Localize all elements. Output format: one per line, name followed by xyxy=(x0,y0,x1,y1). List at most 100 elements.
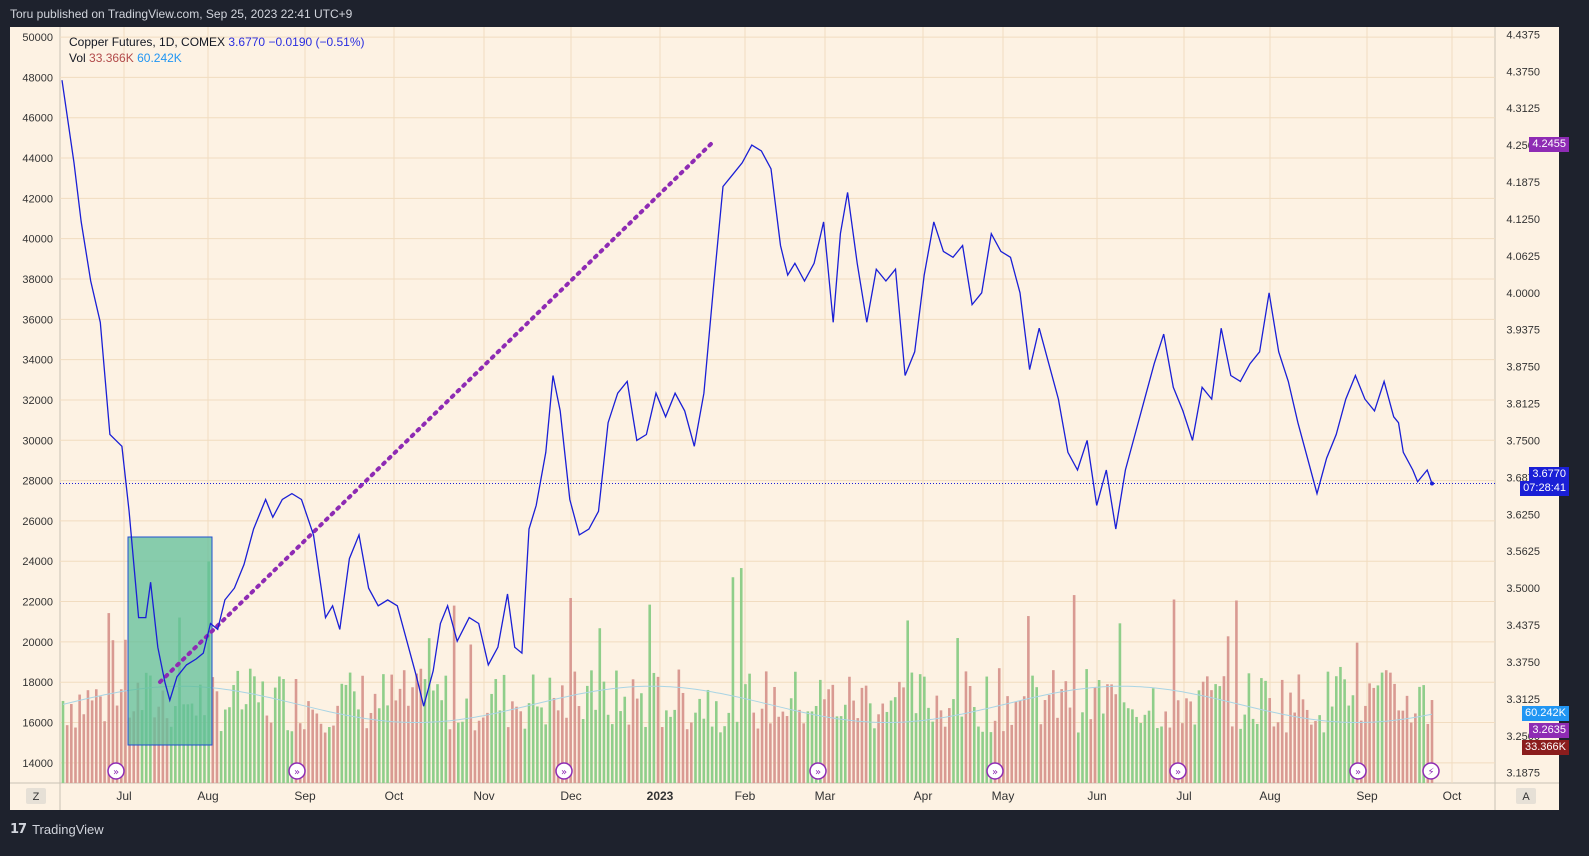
volume-bar xyxy=(898,681,901,783)
volume-ma-line xyxy=(62,685,1433,723)
volume-bar xyxy=(1206,676,1209,783)
volume-bar xyxy=(660,727,664,783)
countdown-tag: 07:28:41 xyxy=(1520,481,1569,496)
price-axis-tick: 4.3125 xyxy=(1506,103,1540,115)
volume-bar xyxy=(411,687,414,783)
volume-bar xyxy=(910,672,914,783)
dividend-event-icon[interactable]: » xyxy=(288,762,306,780)
volume-bar xyxy=(515,706,518,783)
volume-axis-tick: 26000 xyxy=(22,516,53,528)
volume-bar xyxy=(623,696,627,783)
volume-bar xyxy=(1405,695,1409,783)
dividend-event-icon[interactable]: » xyxy=(986,762,1004,780)
legend-volume-row: Vol 33.366K 60.242K xyxy=(69,50,365,66)
volume-bar xyxy=(1364,705,1367,783)
price-axis-tick: 3.8125 xyxy=(1506,399,1540,411)
volume-bar xyxy=(244,704,248,783)
earnings-flash-icon[interactable]: ⚡ xyxy=(1422,762,1440,780)
event-glyph: » xyxy=(294,767,300,778)
volume-bar xyxy=(985,676,989,783)
volume-bar xyxy=(1089,719,1093,783)
volume-bar xyxy=(273,687,277,783)
volume-bar xyxy=(669,716,672,783)
price-axis-tick: 3.5625 xyxy=(1506,546,1540,558)
dividend-event-icon[interactable]: » xyxy=(1169,762,1187,780)
volume-bar xyxy=(914,713,918,783)
event-glyph: » xyxy=(992,767,998,778)
volume-bar xyxy=(794,671,797,783)
volume-bar xyxy=(369,712,373,783)
volume-bar xyxy=(710,726,714,783)
volume-bar xyxy=(739,568,743,783)
volume-axis-tick: 18000 xyxy=(22,677,53,689)
time-axis-tick: May xyxy=(992,789,1015,803)
dividend-event-icon[interactable]: » xyxy=(1349,762,1367,780)
volume-bar xyxy=(727,712,731,783)
volume-bar xyxy=(773,686,776,783)
volume-bar xyxy=(427,638,431,783)
volume-bar xyxy=(1272,726,1276,783)
dividend-event-icon[interactable]: » xyxy=(555,762,573,780)
price-axis-tick: 4.0000 xyxy=(1506,288,1540,300)
time-axis-tick: Mar xyxy=(815,789,836,803)
highlight-box xyxy=(127,536,213,746)
volume-bar xyxy=(1093,687,1097,783)
volume-bar xyxy=(215,691,219,783)
volume-bar xyxy=(1384,670,1388,783)
dividend-event-icon[interactable]: » xyxy=(107,762,125,780)
volume-bar xyxy=(169,726,173,783)
volume-bar xyxy=(1310,724,1313,783)
event-glyph: » xyxy=(815,767,821,778)
auto-scale-button[interactable]: A xyxy=(1522,791,1530,803)
volume-bar xyxy=(232,685,235,783)
time-axis-tick: Jun xyxy=(1087,789,1106,803)
volume-bar xyxy=(336,705,339,783)
volume-bar xyxy=(490,693,493,783)
volume-axis-tick: 48000 xyxy=(22,72,53,84)
volume-bar xyxy=(752,712,756,783)
volume-bar xyxy=(61,700,65,783)
volume-bar xyxy=(498,710,502,783)
volume-bar xyxy=(864,685,868,783)
volume-bar xyxy=(881,703,885,783)
volume-bar xyxy=(398,688,402,783)
volume-bar xyxy=(240,709,244,783)
time-axis-tick: Oct xyxy=(385,789,404,803)
time-axis-tick: Sep xyxy=(1356,789,1378,803)
volume-bar xyxy=(1056,717,1059,783)
volume-bar xyxy=(1131,709,1134,783)
volume-bar xyxy=(1114,694,1118,783)
tradingview-brand[interactable]: 17 TradingView xyxy=(10,822,104,837)
volume-bar xyxy=(1393,683,1396,783)
volume-bar xyxy=(444,675,448,783)
volume-bar xyxy=(269,722,273,783)
volume-bar xyxy=(531,674,535,783)
volume-bar xyxy=(972,707,976,783)
volume-bar xyxy=(1414,713,1417,783)
volume-bar xyxy=(1334,676,1338,783)
volume-bar xyxy=(1322,732,1326,783)
price-axis-tick: 4.4375 xyxy=(1506,29,1540,41)
volume-bar xyxy=(1218,686,1222,783)
volume-bar xyxy=(781,711,785,783)
auto-scale-button-bg xyxy=(1516,788,1536,804)
volume-bar xyxy=(573,671,577,783)
volume-bar xyxy=(806,711,810,783)
volume-bar xyxy=(644,726,647,783)
volume-bar xyxy=(298,723,302,783)
volume-bar xyxy=(760,708,764,783)
volume-bar xyxy=(1355,642,1359,783)
volume-bar xyxy=(814,705,818,783)
volume-bar xyxy=(65,725,69,783)
volume-bar xyxy=(373,693,377,783)
volume-bar xyxy=(1147,710,1151,783)
volume-bar xyxy=(1359,720,1363,783)
volume-bar xyxy=(419,668,423,783)
zoom-button[interactable]: Z xyxy=(33,791,40,803)
dividend-event-icon[interactable]: » xyxy=(809,762,827,780)
last-price-dot xyxy=(1430,481,1434,486)
volume-axis-tick: 44000 xyxy=(22,153,53,165)
time-axis-tick: Aug xyxy=(197,789,218,803)
volume-bar xyxy=(548,677,552,783)
